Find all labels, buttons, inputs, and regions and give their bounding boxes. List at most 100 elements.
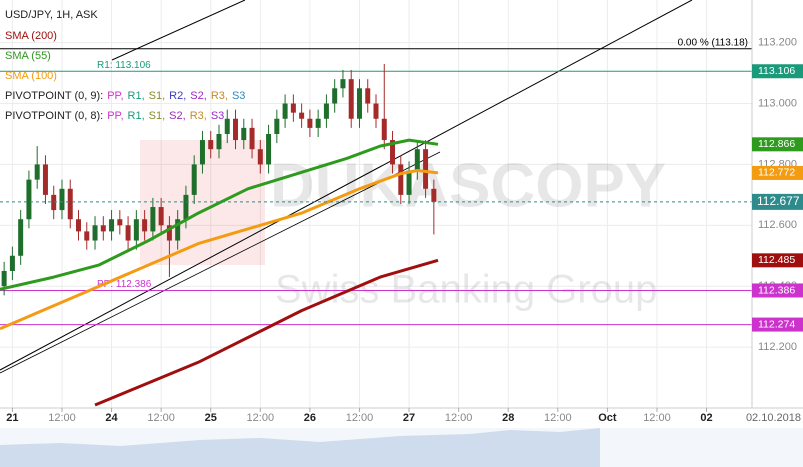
legend-entry: SMA (55): [5, 50, 51, 62]
legend-item: PP,: [107, 90, 123, 102]
price-tag-label: 113.106: [758, 65, 795, 77]
candle-body: [241, 127, 247, 141]
x-tick-label: 27: [403, 412, 415, 424]
candle-body: [84, 231, 90, 241]
legend-label: PIVOTPOINT (0, 8):: [5, 110, 103, 122]
candle-body: [233, 118, 239, 141]
candle-body: [332, 88, 338, 104]
candle-body: [125, 225, 131, 241]
sma-line: [0, 138, 439, 291]
candle-body: [431, 188, 437, 202]
navigator-area: [0, 428, 600, 467]
legend-item: R1,: [128, 90, 145, 102]
legend-item: R2,: [169, 90, 186, 102]
candle-body: [117, 219, 123, 226]
x-tick-label: 12:00: [247, 412, 275, 424]
price-tag: [752, 253, 803, 268]
x-tick-label: 02: [700, 412, 712, 424]
x-tick-label: 12:00: [346, 412, 374, 424]
sma-line: [0, 169, 439, 331]
candle-body: [282, 103, 288, 119]
candle-body: [414, 149, 420, 171]
candle-body: [175, 219, 181, 241]
candle-body: [76, 219, 82, 232]
x-tick-label: 21: [6, 412, 18, 424]
price-tag: [752, 64, 803, 79]
price-tag: [752, 165, 803, 180]
candle-body: [67, 188, 73, 220]
candle-body: [299, 112, 305, 119]
candle-body: [51, 194, 57, 211]
candle-body: [59, 188, 65, 211]
y-tick-label: 112.600: [758, 219, 797, 231]
candle-body: [9, 255, 15, 271]
price-tag: [752, 283, 803, 298]
level-label: PP: 112.386: [97, 279, 152, 290]
candle-body: [257, 149, 263, 165]
y-tick-label: 112.200: [758, 341, 797, 353]
legend-item: S2,: [190, 90, 207, 102]
legend-entry: PIVOTPOINT (0, 9): PP, R1, S1, R2, S2, R3, S3: [5, 90, 245, 102]
chart-title: USD/JPY, 1H, ASK: [5, 9, 98, 21]
plot: 0.00 % (113.18) R1: 113.106 PP: 112.386: [0, 37, 752, 407]
candle-body: [406, 170, 412, 195]
trendlines: [0, 0, 693, 374]
candle-body: [92, 225, 98, 241]
legend: USD/JPY, 1H, ASK SMA (200) SMA (55) SMA (1…: [5, 9, 245, 122]
x-tick-label: 12:00: [544, 412, 572, 424]
candle-body: [42, 164, 48, 195]
candle-body: [398, 164, 404, 195]
price-tag-label: 112.866: [758, 138, 795, 150]
candle-body: [340, 79, 346, 89]
candle-body: [224, 118, 230, 134]
legend-item: S1,: [149, 90, 166, 102]
legend-item: S3: [232, 90, 245, 102]
x-tick-label: 26: [304, 412, 316, 424]
legend-item: R3,: [211, 90, 228, 102]
candle-body: [18, 219, 24, 256]
legend-item: S2,: [169, 110, 186, 122]
candle-body: [423, 149, 429, 189]
date-stamp: 02.10.2018: [746, 412, 801, 424]
price-tag-label: 112.485: [758, 254, 795, 266]
y-tick-label: 113.000: [758, 97, 797, 109]
candle-body: [381, 118, 387, 141]
candle-body: [109, 219, 115, 232]
navigator: [0, 428, 803, 467]
x-tick-label: Oct: [598, 412, 617, 424]
candle-body: [274, 118, 280, 134]
x-tick-label: 24: [105, 412, 118, 424]
candle-body: [150, 207, 156, 232]
candle-body: [1, 270, 7, 287]
candle-body: [199, 140, 205, 165]
candle-body: [307, 118, 313, 128]
sma-line: [94, 258, 439, 407]
candle-body: [208, 140, 214, 150]
legend-item: R1,: [128, 110, 145, 122]
trendline: [0, 0, 693, 371]
legend-item: S1,: [149, 110, 166, 122]
price-tag: [752, 137, 803, 152]
x-tick-label: 25: [205, 412, 217, 424]
x-tick-label: 12:00: [147, 412, 175, 424]
candle-body: [216, 133, 222, 150]
price-tag-label: 112.772: [758, 167, 795, 179]
candle-body: [166, 225, 172, 241]
x-tick-label: 12:00: [48, 412, 76, 424]
level-label: 0.00 % (113.18): [678, 37, 748, 48]
candle-body: [183, 194, 189, 220]
x-tick-label: 12:00: [445, 412, 473, 424]
x-tick-label: 28: [502, 412, 514, 424]
candle-body: [290, 103, 296, 113]
candle-body: [133, 219, 139, 241]
legend-item: R3,: [190, 110, 207, 122]
candle-body: [34, 164, 40, 180]
candle-body: [348, 79, 354, 119]
candle-body: [249, 127, 255, 150]
candle-body: [191, 164, 197, 195]
candle-body: [365, 88, 371, 104]
y-tick-label: 113.200: [758, 37, 797, 49]
candle-body: [390, 140, 396, 165]
price-tag: [752, 193, 803, 210]
